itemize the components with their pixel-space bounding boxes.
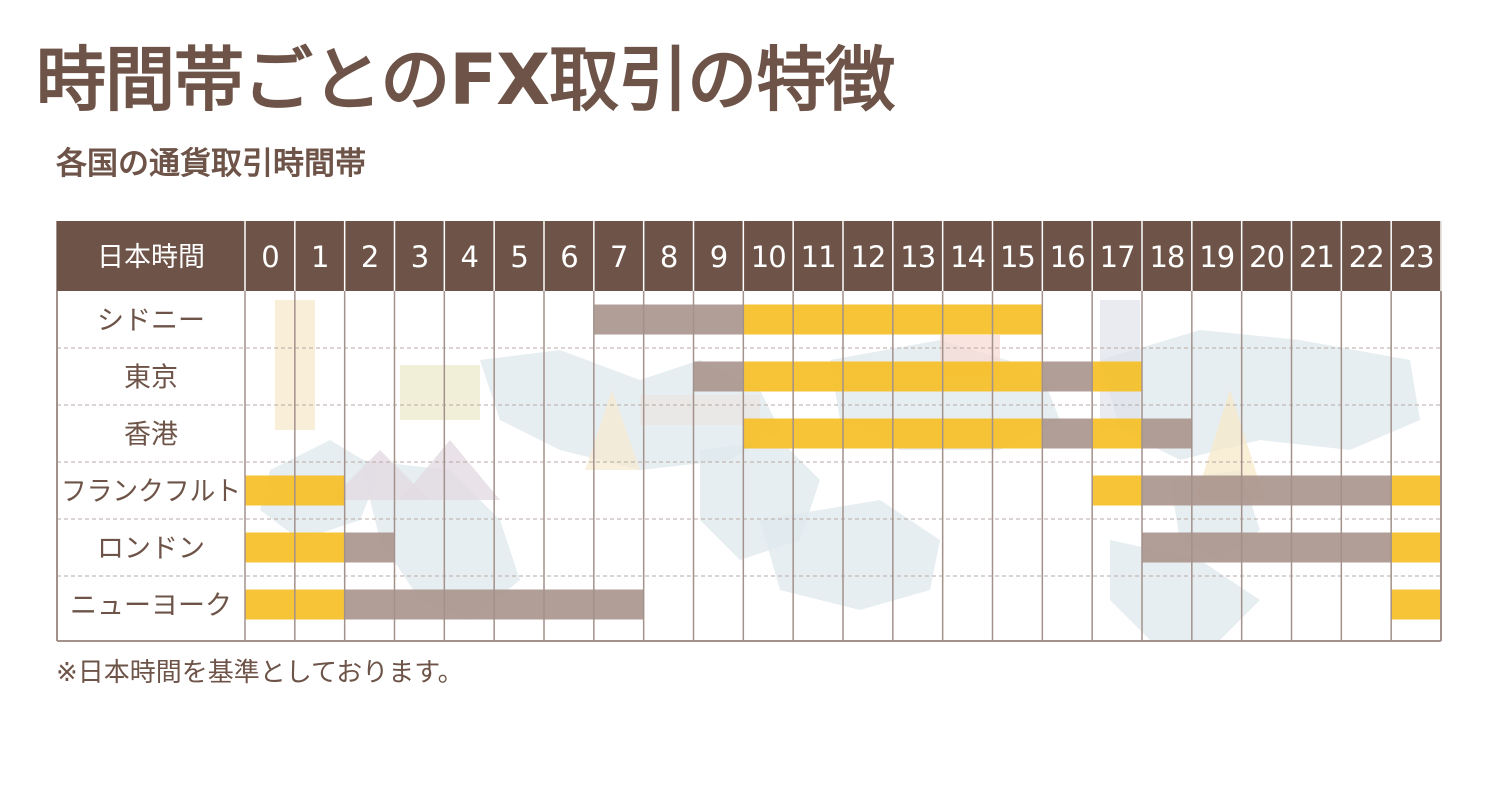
row-label-4: ロンドン (97, 534, 205, 565)
footnote: ※日本時間を基準としております。 (56, 658, 464, 688)
landmark-pagoda (1195, 390, 1265, 500)
row-label-1: 東京 (124, 363, 178, 394)
row-label-0: シドニー (97, 306, 205, 337)
hour-label-9: 9 (710, 240, 727, 274)
world-map-background (260, 300, 1420, 640)
landmark-opera (585, 390, 640, 470)
row-label-5: ニューヨーク (70, 591, 232, 622)
hour-label-5: 5 (510, 240, 527, 274)
session-bar-2-2 (1092, 418, 1142, 449)
hour-label-15: 15 (1000, 240, 1035, 274)
session-bar-3-1 (1092, 475, 1142, 506)
session-bar-1-0 (693, 361, 744, 392)
landmark-temple (640, 395, 760, 425)
hour-label-19: 19 (1199, 240, 1234, 274)
row-label-2: 香港 (124, 420, 178, 451)
hour-label-7: 7 (610, 240, 627, 274)
session-bar-3-3 (1391, 475, 1441, 506)
session-bar-2-1 (1042, 418, 1093, 449)
session-bar-2-3 (1142, 418, 1192, 449)
map-land-4 (760, 500, 940, 610)
hour-label-22: 22 (1349, 240, 1384, 274)
hour-label-2: 2 (361, 240, 378, 274)
hour-label-23: 23 (1399, 240, 1434, 274)
page-title: 時間帯ごとのFX取引の特徴 (36, 39, 895, 121)
landmark-pyramid-2 (400, 440, 500, 500)
session-bar-4-1 (344, 532, 395, 563)
session-bar-0-0 (593, 304, 744, 335)
hour-label-6: 6 (560, 240, 577, 274)
hour-label-17: 17 (1100, 240, 1135, 274)
session-bar-3-2 (1142, 475, 1392, 506)
session-bar-5-2 (1391, 589, 1441, 620)
hour-label-4: 4 (461, 240, 478, 274)
session-bar-4-3 (1391, 532, 1441, 563)
hour-label-12: 12 (850, 240, 885, 274)
session-bar-1-2 (1042, 361, 1093, 392)
hour-label-0: 0 (261, 240, 278, 274)
header-band (57, 221, 1441, 291)
session-bar-1-3 (1092, 361, 1142, 392)
map-land-8 (1110, 540, 1260, 640)
landmark-pyramid (330, 450, 430, 500)
hour-label-8: 8 (660, 240, 677, 274)
hour-label-11: 11 (801, 240, 836, 274)
session-bar-4-2 (1142, 532, 1392, 563)
chart-header: 日本時間 0 1 2 3 4 5 6 7 8 9 10 11 12 13 14 15 16 17 18 19 20 21 22… (57, 221, 1442, 291)
landmark-gate (400, 365, 480, 420)
chart-subtitle: 各国の通貨取引時間帯 (56, 146, 366, 182)
hour-label-10: 10 (751, 240, 786, 274)
hour-label-21: 21 (1299, 240, 1334, 274)
hour-label-18: 18 (1149, 240, 1184, 274)
hour-label-16: 16 (1050, 240, 1085, 274)
hour-label-14: 14 (950, 240, 985, 274)
row-label-3: フランクフルト (61, 477, 241, 508)
hour-label-3: 3 (411, 240, 428, 274)
header-label: 日本時間 (97, 242, 205, 273)
hour-label-13: 13 (900, 240, 935, 274)
hour-label-20: 20 (1249, 240, 1284, 274)
hour-label-1: 1 (311, 240, 328, 274)
